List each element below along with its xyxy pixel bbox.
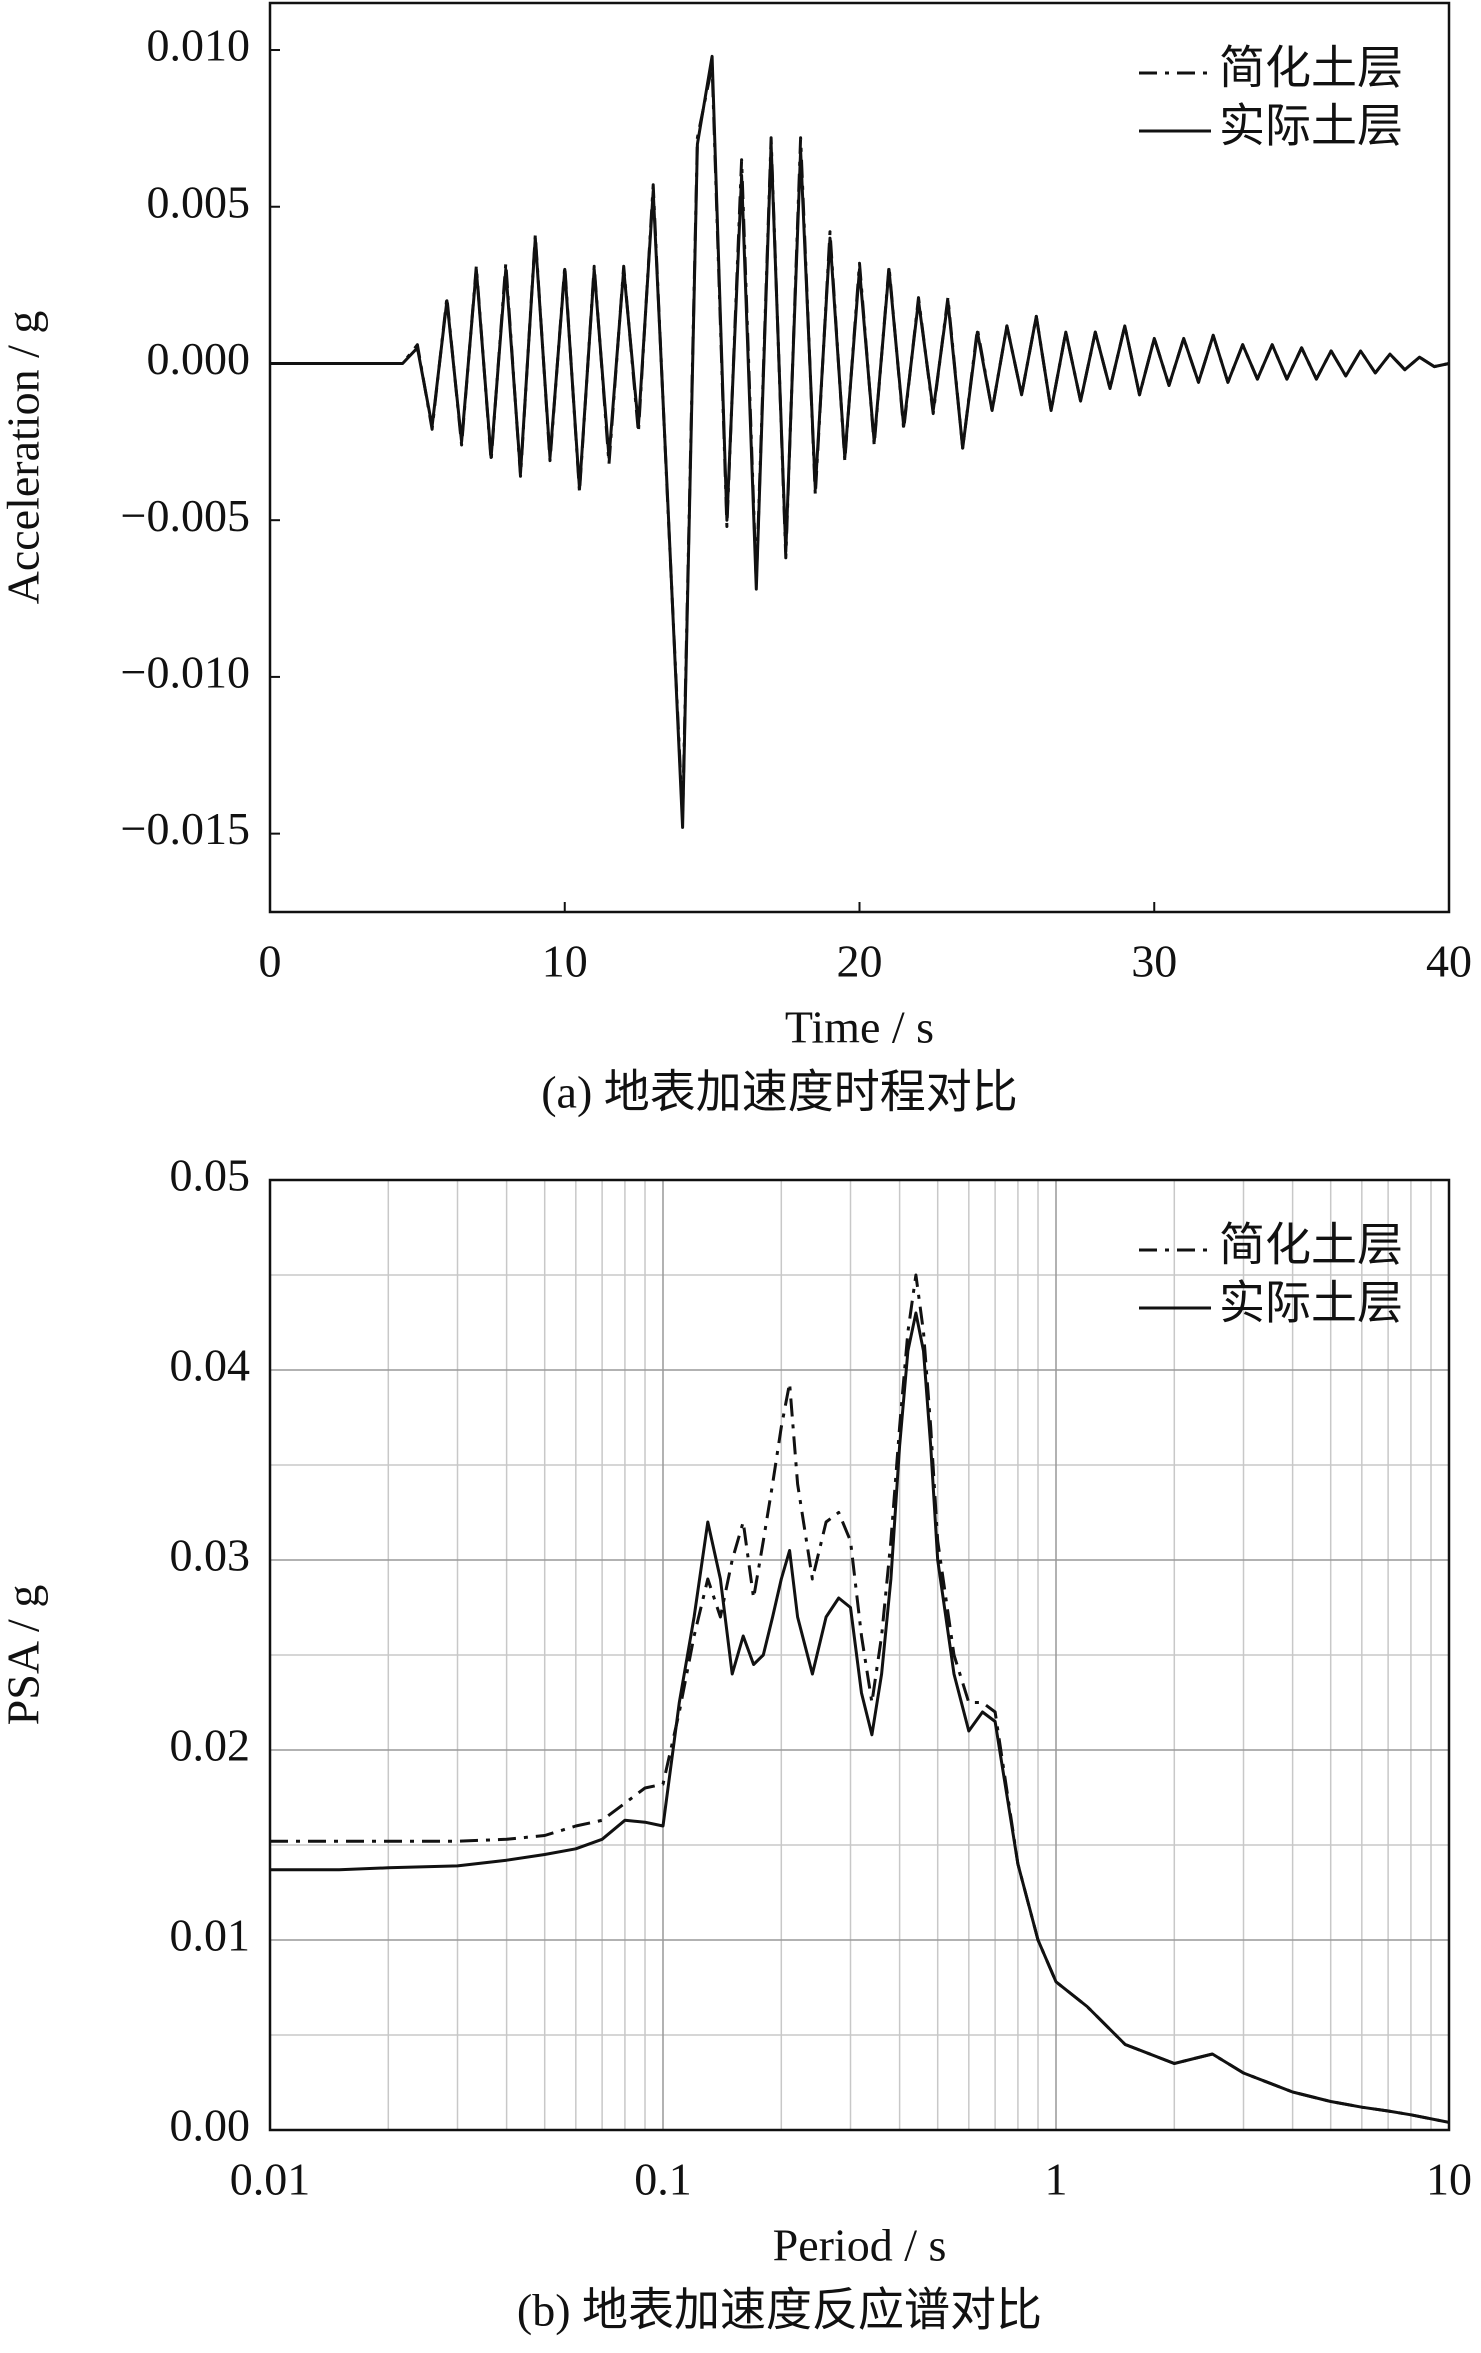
y-axis-label: Acceleration / g xyxy=(0,311,49,605)
caption: (b) 地表加速度反应谱对比 xyxy=(517,2285,1042,2336)
y-tick-label: 0.00 xyxy=(170,2100,251,2151)
x-tick-label: 10 xyxy=(542,936,588,987)
x-tick-label: 0.01 xyxy=(230,2154,311,2205)
x-axis-label: Time / s xyxy=(785,1002,934,1053)
plot-frame xyxy=(268,1,1451,914)
legend-label: 简化土层 xyxy=(1219,1220,1403,1271)
caption: (a) 地表加速度时程对比 xyxy=(541,1067,1018,1118)
y-tick-label: −0.005 xyxy=(121,490,250,541)
data-line xyxy=(270,1311,1450,2124)
x-tick-label: 20 xyxy=(837,936,883,987)
y-tick-label: −0.015 xyxy=(121,803,250,854)
y-tick-label: 0.01 xyxy=(170,1910,251,1961)
legend-label: 实际土层 xyxy=(1219,1278,1403,1329)
y-tick-label: 0.03 xyxy=(170,1530,251,1581)
y-tick-label: 0.05 xyxy=(170,1150,251,1201)
y-tick-label: 0.04 xyxy=(170,1340,251,1391)
x-tick-label: 1 xyxy=(1045,2154,1068,2205)
x-tick-label: 10 xyxy=(1426,2154,1472,2205)
y-tick-label: −0.010 xyxy=(121,646,250,697)
data-line xyxy=(270,64,1450,820)
y-tick-label: 0.005 xyxy=(147,176,251,227)
plot-frame xyxy=(268,1178,1451,2132)
x-axis-label: Period / s xyxy=(773,2220,947,2271)
legend-label: 简化土层 xyxy=(1219,43,1403,94)
x-tick-label: 30 xyxy=(1131,936,1177,987)
y-tick-label: 0.010 xyxy=(147,20,251,71)
y-tick-label: 0.02 xyxy=(170,1720,251,1771)
legend-label: 实际土层 xyxy=(1219,101,1403,152)
x-tick-label: 0 xyxy=(259,936,282,987)
x-tick-label: 40 xyxy=(1426,936,1472,987)
x-tick-label: 0.1 xyxy=(634,2154,692,2205)
y-tick-label: 0.000 xyxy=(147,333,251,384)
y-axis-label: PSA / g xyxy=(0,1585,49,1726)
data-line xyxy=(270,54,1450,829)
data-line xyxy=(270,1273,1450,2124)
